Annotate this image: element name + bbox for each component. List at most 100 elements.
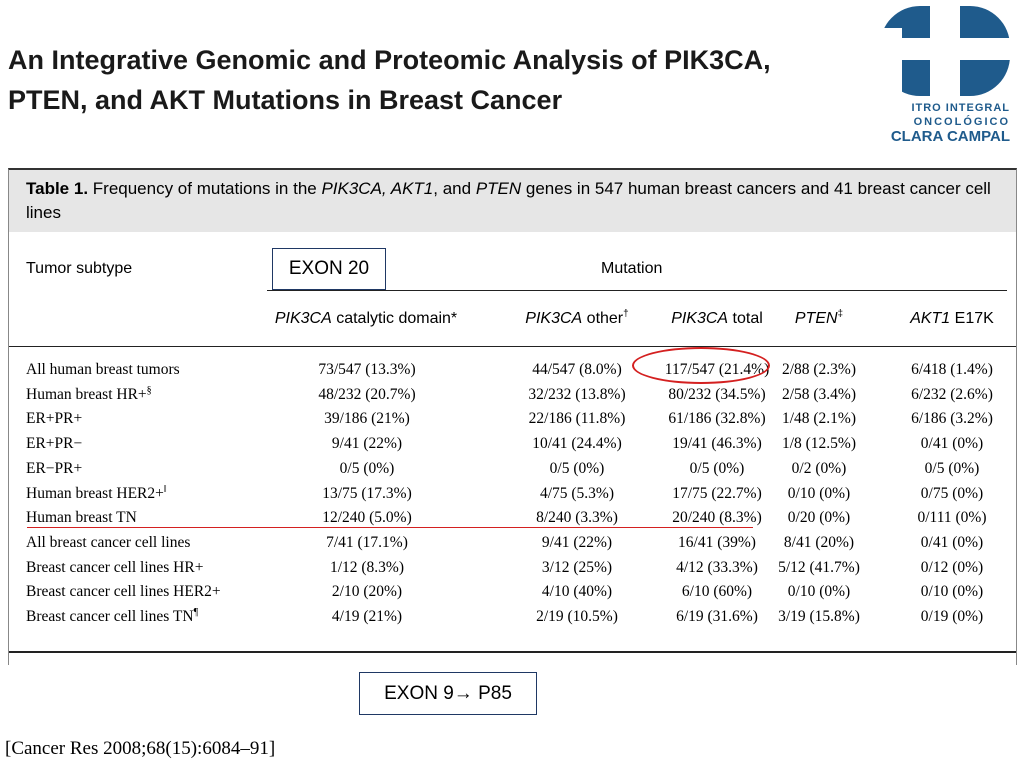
table-cell: 2/19 (10.5%) [536, 608, 618, 625]
table-cell: 0/10 (0%) [920, 583, 984, 601]
row-label-text: Human breast TN [26, 509, 137, 527]
table-cell: 32/232 (13.8%) [528, 385, 626, 403]
table-cell: 0/19 (0%) [920, 608, 984, 625]
logo-line-3: CLARA CAMPAL [890, 128, 1010, 145]
exon9-box: EXON 9→ P85 [359, 672, 537, 715]
row-label-footnote: ¶ [193, 606, 199, 618]
row-label: ER+PR− [26, 432, 82, 456]
table-cell: 8/41 (20%) [783, 533, 855, 551]
table-cell: 44/547 (8.0%) [532, 361, 622, 378]
caption-gene-2: PTEN [475, 179, 522, 198]
table-cell: 9/41 (22%) [541, 533, 613, 551]
exon20-box: EXON 20 [272, 248, 386, 290]
col-header-catalytic: PIK3CA catalytic domain* [274, 310, 458, 327]
logo-line-2: ONCOLÓGICO [913, 116, 1010, 128]
table-row: Breast cancer cell lines TN¶ 4/19 (21%) 2/… [9, 605, 1016, 629]
table-bottom-rule [9, 651, 1016, 653]
table-cell: 8/240 (3.3%) [536, 509, 618, 527]
table-caption: Table 1. Frequency of mutations in the P… [26, 177, 1006, 225]
table-cell: 0/5 (0%) [924, 459, 980, 477]
table-cell: 0/111 (0%) [917, 509, 987, 527]
title-line-2: PTEN, and AKT Mutations in Breast Cancer [8, 85, 563, 115]
mutation-table: Table 1. Frequency of mutations in the P… [8, 168, 1017, 665]
table-row: Breast cancer cell lines HR+ 1/12 (8.3%) 3… [9, 556, 1016, 580]
row-label: Breast cancer cell lines HR+ [26, 556, 203, 580]
table-row: ER+PR− 9/41 (22%) 10/41 (24.4%) 19/41 (46.3… [9, 432, 1016, 456]
table-cell: 16/41 (39%) [678, 533, 756, 551]
table-cell: 2/58 (3.4%) [781, 385, 857, 403]
table-row: ER+PR+ 39/186 (21%) 22/186 (11.8%) 61/186 (… [9, 407, 1016, 431]
table-row: Human breast TN 12/240 (5.0%) 8/240 (3.3%)… [9, 506, 1016, 530]
table-cell: 6/418 (1.4%) [911, 361, 993, 378]
col-header-total: PIK3CA total [671, 310, 763, 327]
row-label-text: Human breast HER2+ [26, 484, 164, 502]
row-label: Breast cancer cell lines HER2+ [26, 580, 221, 604]
table-cell: 7/41 (17.1%) [326, 533, 408, 551]
caption-label: Table 1. [26, 179, 89, 198]
row-label: Human breast TN [26, 506, 137, 530]
clara-campal-logo: ITRO INTEGRAL ONCOLÓGICO CLARA CAMPAL [868, 0, 1024, 150]
table-cell: 4/19 (21%) [331, 608, 403, 625]
row-label-text: All breast cancer cell lines [26, 533, 191, 551]
table-cell: 0/20 (0%) [787, 509, 851, 527]
table-cell: 61/186 (32.8%) [668, 410, 766, 428]
table-row: All breast cancer cell lines 7/41 (17.1%)… [9, 531, 1016, 555]
table-cell: 0/75 (0%) [920, 484, 984, 502]
caption-text-c: genes in 547 human breast cancers and 41… [26, 179, 991, 222]
table-cell: 2/88 (2.3%) [781, 361, 857, 378]
table-cell: 1/12 (8.3%) [329, 558, 405, 576]
row-label: Human breast HR+§ [26, 383, 152, 407]
table-cell: 4/75 (5.3%) [539, 484, 615, 502]
table-cell: 19/41 (46.3%) [672, 435, 762, 453]
table-cell: 2/10 (20%) [331, 583, 403, 601]
table-cell: 5/12 (41.7%) [778, 558, 860, 576]
table-cell: 1/48 (2.1%) [781, 410, 857, 428]
table-cell: 6/232 (2.6%) [911, 385, 993, 403]
row-label-text: Human breast HR+ [26, 385, 147, 403]
title-line-1: An Integrative Genomic and Proteomic Ana… [8, 45, 771, 75]
table-row: Breast cancer cell lines HER2+ 2/10 (20%)… [9, 580, 1016, 604]
table-cell: 0/12 (0%) [920, 558, 984, 576]
row-label: All human breast tumors [26, 358, 180, 382]
row-label-text: ER−PR+ [26, 459, 83, 477]
col-header-other: PIK3CA other† [525, 308, 629, 327]
table-cell: 0/10 (0%) [787, 484, 851, 502]
table-cell: 73/547 (13.3%) [318, 361, 416, 378]
table-row: ER−PR+ 0/5 (0%) 0/5 (0%) 0/5 (0%) 0/2 (0%) 0/… [9, 457, 1016, 481]
table-cell: 3/12 (25%) [541, 558, 613, 576]
row-label: All breast cancer cell lines [26, 531, 190, 555]
row-label-text: Breast cancer cell lines HR+ [26, 558, 204, 576]
table-cell: 9/41 (22%) [331, 435, 403, 453]
row-label-text: Breast cancer cell lines TN [26, 608, 194, 625]
table-cell: 13/75 (17.3%) [322, 484, 412, 502]
table-cell: 12/240 (5.0%) [322, 509, 412, 527]
table-cell: 10/41 (24.4%) [532, 435, 622, 453]
row-label-footnote: § [146, 384, 152, 396]
table-row: Human breast HR+§ 48/232 (20.7%) 32/232 (1… [9, 383, 1016, 407]
table-cell: 39/186 (21%) [324, 410, 410, 428]
row-label-footnote: ‖ [163, 483, 167, 495]
logo-line-1: ITRO INTEGRAL [911, 102, 1010, 114]
header-bottom-rule [9, 346, 1016, 347]
table-cell: 0/41 (0%) [920, 533, 984, 551]
col-header-akt1: AKT1 E17K [910, 310, 994, 327]
table-cell: 17/75 (22.7%) [672, 484, 762, 502]
table-cell: 3/19 (15.8%) [778, 608, 860, 625]
tumor-subtype-header: Tumor subtype [26, 260, 133, 277]
table-row: All human breast tumors 73/547 (13.3%) 44/… [9, 358, 1016, 382]
table-cell: 22/186 (11.8%) [528, 410, 626, 428]
caption-text-b: , and [433, 179, 476, 198]
table-cell: 6/10 (60%) [681, 583, 753, 601]
citation: [Cancer Res 2008;68(15):6084–91] [5, 738, 276, 759]
cross-logo-icon [868, 6, 1010, 98]
mutation-header-rule [267, 290, 1007, 291]
table-cell: 0/10 (0%) [787, 583, 851, 601]
caption-text-a: Frequency of mutations in the [88, 179, 322, 198]
table-cell: 0/5 (0%) [549, 459, 605, 477]
caption-gene-1: PIK3CA, AKT1 [321, 179, 434, 198]
table-cell: 4/10 (40%) [541, 583, 613, 601]
table-cell: 48/232 (20.7%) [318, 385, 416, 403]
table-row: Human breast HER2+‖ 13/75 (17.3%) 4/75 (5.… [9, 482, 1016, 506]
table-cell: 0/41 (0%) [920, 435, 984, 453]
table-cell: 1/8 (12.5%) [781, 435, 857, 453]
